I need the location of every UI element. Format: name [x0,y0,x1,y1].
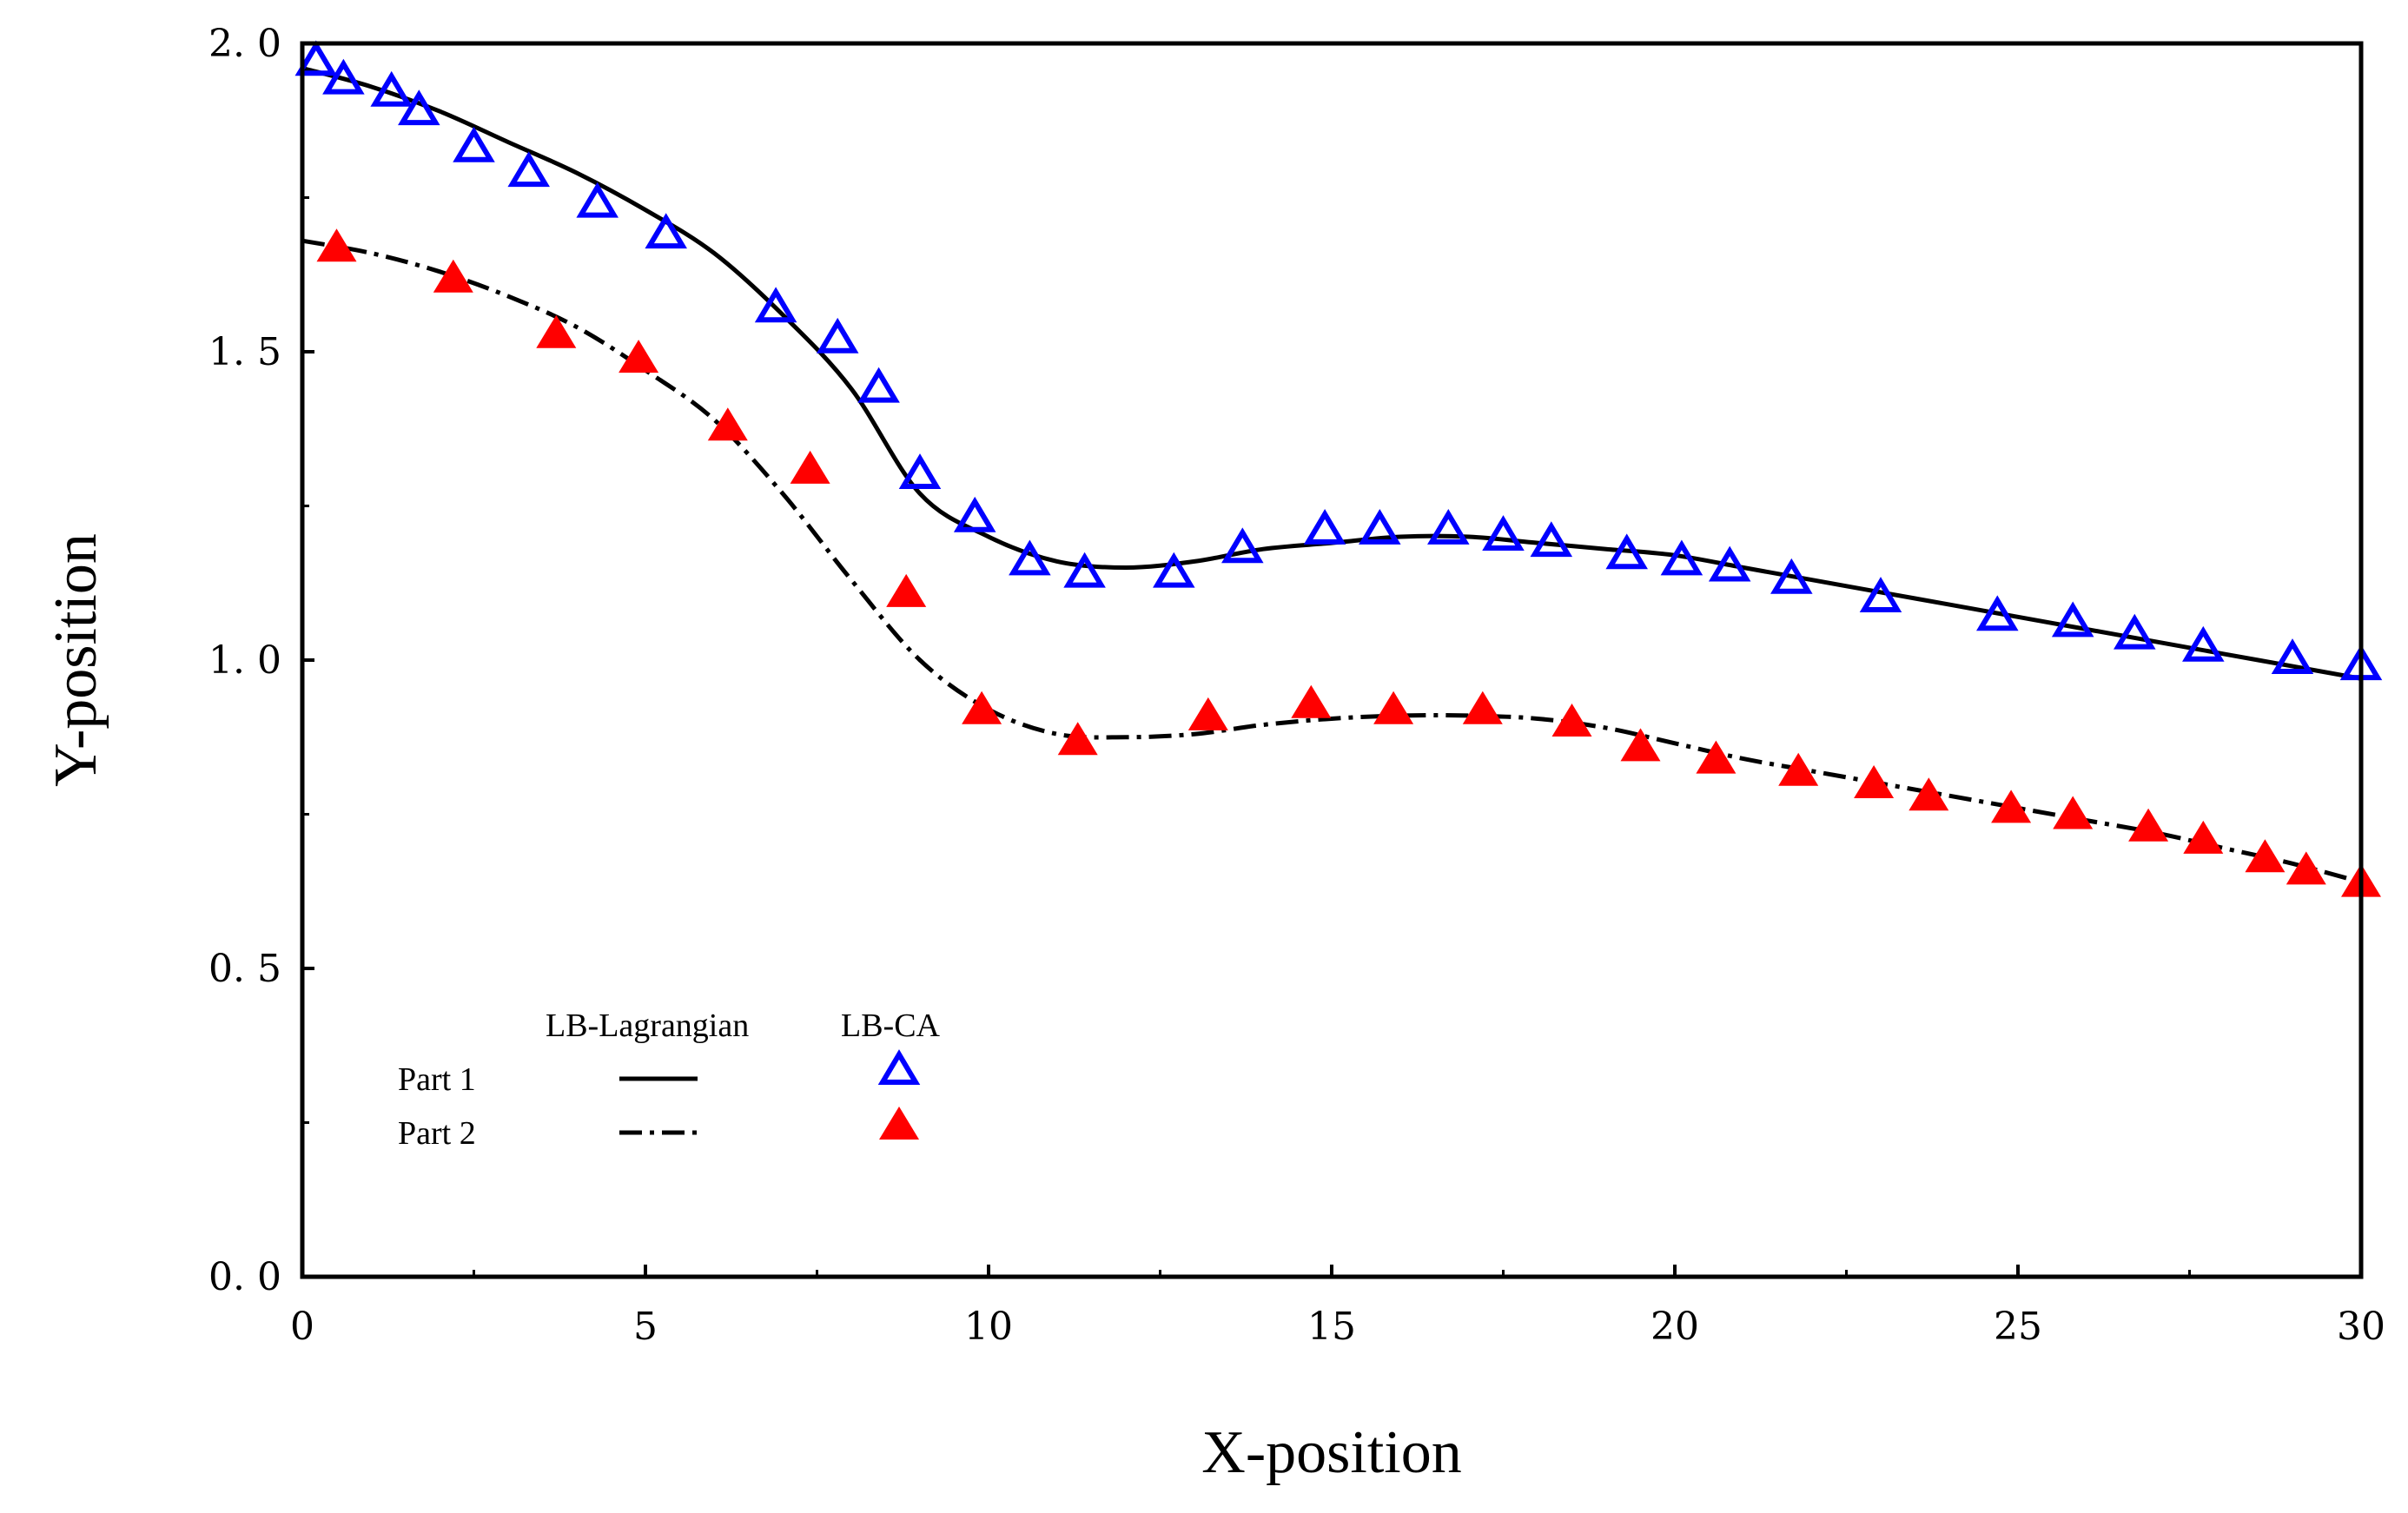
x-tick-label: 25 [1994,1305,2042,1349]
part2-ca-marker [2183,820,2224,854]
x-tick-label: 5 [633,1305,658,1349]
part1-ca-marker [1770,558,1813,594]
x-tick-label: 0 [290,1305,314,1349]
part2-ca-marker [1373,690,1414,724]
part2-ca-marker [790,450,830,484]
legend-row-part2: Part 2 [398,1115,476,1152]
part1-ca-marker [1482,515,1525,551]
legend-filled-triangle-marker [879,1107,919,1140]
part2-ca-marker [886,573,927,607]
part2-ca-marker [1696,740,1737,774]
part1-ca-marker [1063,552,1106,588]
part1-ca-marker [1708,545,1751,582]
part1-ca-marker [1303,509,1346,545]
part1-ca-marker [1530,521,1573,558]
part2-lagrangian-line [301,238,2362,885]
part1-ca-marker [2182,625,2225,662]
part2-ca-marker [1187,697,1228,730]
part1-ca-marker [398,89,440,126]
part1-ca-marker [294,40,338,76]
part2-ca-marker [962,690,1002,724]
legend-header-lagrangian: LB-Lagrangian [546,1008,749,1044]
x-tick-label: 30 [2337,1305,2385,1349]
x-tick-label: 10 [964,1305,1013,1349]
part1-ca-marker [453,126,495,162]
part2-ca-marker [1462,690,1503,724]
part1-ca-marker [1660,539,1703,576]
part1-ca-marker [1153,552,1195,588]
part1-ca-marker [2051,601,2094,638]
part1-ca-marker [645,213,687,249]
legend-header-ca: LB-CA [841,1008,941,1044]
part1-ca-marker [1976,595,2019,631]
part1-ca-marker [370,70,413,107]
part2-ca-marker [316,228,357,262]
part2-ca-marker [536,314,577,348]
legend-open-triangle-marker [877,1049,921,1085]
part1-ca-marker [1859,577,1902,612]
part1-ca-marker [857,367,900,403]
part1-lagrangian-line [301,65,2362,681]
part2-ca-marker [1551,704,1592,737]
part1-ca-marker [322,58,365,95]
plot-series [294,40,2383,897]
part1-ca-marker [754,287,797,323]
part2-ca-marker [1909,777,1949,811]
part2-ca-marker [433,259,473,293]
part2-ca-marker [1291,684,1332,718]
part1-ca-marker [1009,539,1051,576]
part2-ca-marker [2053,796,2094,829]
part2-ca-marker [1620,728,1661,762]
x-axis-title: X-position [1201,1419,1461,1486]
part1-ca-marker [898,453,942,489]
part2-ca-marker [2286,851,2326,885]
plot-frame [300,41,2364,1279]
part1-ca-marker [1221,527,1264,564]
part1-ca-marker [507,151,550,188]
part2-ca-marker [1057,722,1098,756]
part2-ca-marker [2128,808,2169,842]
y-tick-label: 0. 0 [208,1255,281,1299]
part1-ca-marker [2114,613,2156,650]
x-tick-label: 20 [1651,1305,1699,1349]
part1-ca-marker [1359,509,1401,545]
part1-ca-marker [953,496,996,532]
part2-ca-marker [2245,839,2286,873]
part1-ca-marker [816,317,859,353]
legend-row-part1: Part 1 [398,1061,476,1098]
x-tick-label: 15 [1307,1305,1356,1349]
part1-ca-marker [2271,638,2314,674]
part2-ca-marker [619,340,659,373]
part1-ca-marker [1605,533,1648,570]
y-tick-label: 2. 0 [208,22,281,66]
axis-ticks: 0 5 10 15 20 25 30 0. 0 0. 5 1. 0 1. 5 2. 0 [208,22,2385,1349]
part2-ca-marker [707,407,748,441]
y-tick-label: 0. 5 [208,947,281,991]
legend: LB-Lagrangian LB-CA Part 1 Part 2 [398,1008,941,1152]
y-tick-label: 1. 5 [208,330,281,374]
part2-ca-marker [1778,752,1819,786]
part1-ca-marker [1427,509,1470,545]
part1-ca-marker [576,182,619,218]
part2-ca-marker [1854,765,1895,798]
y-axis-title: Y-position [43,533,109,787]
y-tick-label: 1. 0 [208,638,281,683]
part2-ca-marker [1991,790,2032,823]
